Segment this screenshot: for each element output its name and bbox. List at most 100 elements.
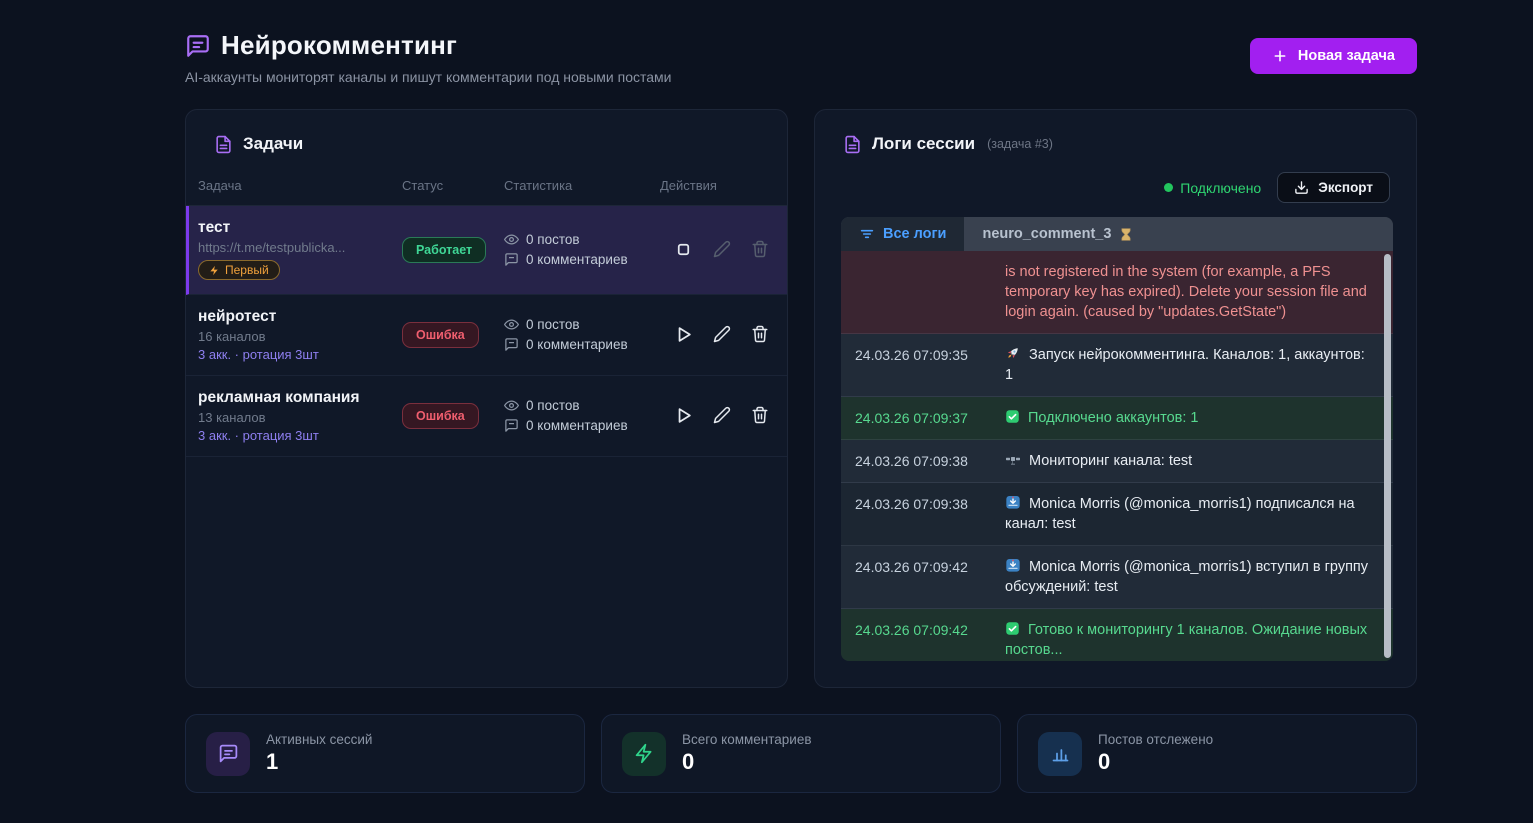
task-subtitle: 16 каналов xyxy=(198,328,266,344)
comments-count: 0 комментариев xyxy=(504,337,660,352)
task-subtitle: https://t.me/testpublicka... xyxy=(198,240,346,255)
stat-value: 1 xyxy=(266,749,279,774)
log-text: Подключено аккаунтов: 1 xyxy=(1028,410,1199,426)
log-entry: 24.03.26 07:09:42 Monica Morris (@monica_… xyxy=(841,546,1393,609)
col-stats: Статистика xyxy=(504,178,573,193)
task-cell-actions xyxy=(660,323,771,346)
log-text: Monica Morris (@monica_morris1) подписал… xyxy=(1005,496,1355,532)
stat-card-active-sessions: Активных сессий 1 xyxy=(185,714,585,793)
chat-bubble-icon xyxy=(206,731,250,776)
stop-button[interactable] xyxy=(672,238,695,261)
log-entry: is not registered in the system (for exa… xyxy=(841,251,1393,334)
stats-cards: Активных сессий 1 Всего комментариев 0 П… xyxy=(185,714,1417,793)
log-message: Подключено аккаунтов: 1 xyxy=(1005,408,1375,428)
stat-card-total-comments: Всего комментариев 0 xyxy=(601,714,1001,793)
comment-icon xyxy=(504,252,519,267)
tab-all-logs[interactable]: Все логи xyxy=(841,217,965,251)
export-button[interactable]: Экспорт xyxy=(1277,172,1390,203)
stat-label: Постов отслежено xyxy=(1098,732,1214,747)
log-entry: 24.03.26 07:09:42 Готово к мониторингу 1 … xyxy=(841,609,1393,661)
task-subtitle: 13 каналов xyxy=(198,409,266,425)
log-text: Мониторинг канала: test xyxy=(1029,453,1193,469)
log-text: Готово к мониторингу 1 каналов. Ожидание… xyxy=(1005,622,1368,658)
task-cell-name: рекламная компания 13 каналов 3 акк. · рот… xyxy=(198,389,402,443)
edit-button[interactable] xyxy=(711,238,733,261)
status-badge: Работает xyxy=(402,236,487,263)
comment-icon xyxy=(504,418,519,433)
tab-session[interactable]: neuro_comment_3 xyxy=(964,217,1151,251)
tasks-panel: Задачи Задача Статус Статистика Действия… xyxy=(185,109,788,688)
task-name: тест xyxy=(198,219,231,236)
tasks-panel-title: Задачи xyxy=(243,134,304,153)
log-text: Monica Morris (@monica_morris1) вступил … xyxy=(1005,559,1369,595)
delete-button[interactable] xyxy=(749,238,771,261)
lightning-icon xyxy=(622,731,666,776)
new-task-button[interactable]: Новая задача xyxy=(1249,38,1417,74)
edit-button[interactable] xyxy=(711,323,733,346)
edit-icon xyxy=(713,325,731,344)
log-timestamp: 24.03.26 07:09:38 xyxy=(855,453,968,469)
log-viewer: Все логи neuro_comment_3 is not register… xyxy=(841,217,1393,661)
log-scrollbar[interactable] xyxy=(1384,254,1391,658)
new-task-label: Новая задача xyxy=(1297,48,1395,64)
log-timestamp: 24.03.26 07:09:42 xyxy=(855,622,968,638)
stat-card-posts-tracked: Постов отслежено 0 xyxy=(1017,714,1417,793)
posts-count-label: 0 постов xyxy=(526,317,580,332)
edit-button[interactable] xyxy=(711,404,733,427)
delete-button[interactable] xyxy=(749,404,771,427)
log-timestamp: 24.03.26 07:09:37 xyxy=(855,410,968,426)
comments-count: 0 комментариев xyxy=(504,252,660,267)
task-badge: Первый xyxy=(198,260,280,280)
stop-icon xyxy=(674,240,693,259)
hourglass-icon xyxy=(1119,227,1133,242)
col-status: Статус xyxy=(402,178,444,193)
play-button[interactable] xyxy=(672,323,695,346)
stat-value: 0 xyxy=(1098,749,1111,774)
delete-button[interactable] xyxy=(749,323,771,346)
col-actions: Действия xyxy=(660,178,717,193)
rocket-icon xyxy=(1005,345,1021,361)
logs-panel: Логи сессии (задача #3) Подключено Экспо… xyxy=(814,109,1417,688)
connection-status: Подключено xyxy=(1164,180,1261,196)
check-icon xyxy=(1005,621,1020,636)
log-message: Monica Morris (@monica_morris1) вступил … xyxy=(1005,557,1375,597)
download-icon xyxy=(1294,180,1309,195)
eye-icon xyxy=(504,232,519,247)
log-entry: 24.03.26 07:09:38 Monica Morris (@monica_… xyxy=(841,483,1393,546)
log-entries: is not registered in the system (for exa… xyxy=(841,251,1393,661)
bar-chart-icon xyxy=(1038,731,1082,776)
comments-count-label: 0 комментариев xyxy=(526,337,628,352)
task-name: рекламная компания xyxy=(198,388,360,406)
comments-count: 0 комментариев xyxy=(504,418,660,433)
log-message: Готово к мониторингу 1 каналов. Ожидание… xyxy=(1005,620,1375,660)
export-label: Экспорт xyxy=(1318,180,1373,195)
edit-icon xyxy=(713,406,731,425)
task-cell-stats: 0 постов 0 комментариев xyxy=(504,317,660,352)
task-cell-actions xyxy=(660,404,771,427)
task-row[interactable]: тест https://t.me/testpublicka... Первый Ра… xyxy=(186,206,787,295)
header: Нейрокомментинг AI-аккаунты мониторят ка… xyxy=(185,30,672,85)
task-row[interactable]: рекламная компания 13 каналов 3 акк. · рот… xyxy=(186,376,787,457)
posts-count: 0 постов xyxy=(504,317,660,332)
play-button[interactable] xyxy=(672,404,695,427)
stat-value: 0 xyxy=(682,749,695,774)
task-meta: 3 акк. · ротация 3шт xyxy=(198,427,319,443)
task-cell-status: Работает xyxy=(402,236,504,263)
task-row[interactable]: нейротест 16 каналов 3 акк. · ротация 3шт О… xyxy=(186,295,787,376)
connection-label: Подключено xyxy=(1180,179,1262,196)
stat-label: Всего комментариев xyxy=(682,732,812,747)
task-meta: 3 акк. · ротация 3шт xyxy=(198,346,319,362)
stat-label: Активных сессий xyxy=(266,732,373,747)
log-message: Запуск нейрокомментинга. Каналов: 1, акк… xyxy=(1005,345,1375,385)
task-cell-status: Ошибка xyxy=(402,321,504,348)
inbox-icon xyxy=(1005,557,1021,573)
connected-dot-icon xyxy=(1164,183,1174,192)
document-icon xyxy=(214,135,233,154)
satellite-icon xyxy=(1005,451,1021,467)
log-entry: 24.03.26 07:09:37 Подключено аккаунтов: 1 xyxy=(841,397,1393,440)
task-cell-stats: 0 постов 0 комментариев xyxy=(504,232,660,267)
task-name: нейротест xyxy=(198,307,277,325)
posts-count: 0 постов xyxy=(504,398,660,413)
check-icon xyxy=(1005,409,1020,424)
log-entry: 24.03.26 07:09:38 Мониторинг канала: test xyxy=(841,440,1393,483)
